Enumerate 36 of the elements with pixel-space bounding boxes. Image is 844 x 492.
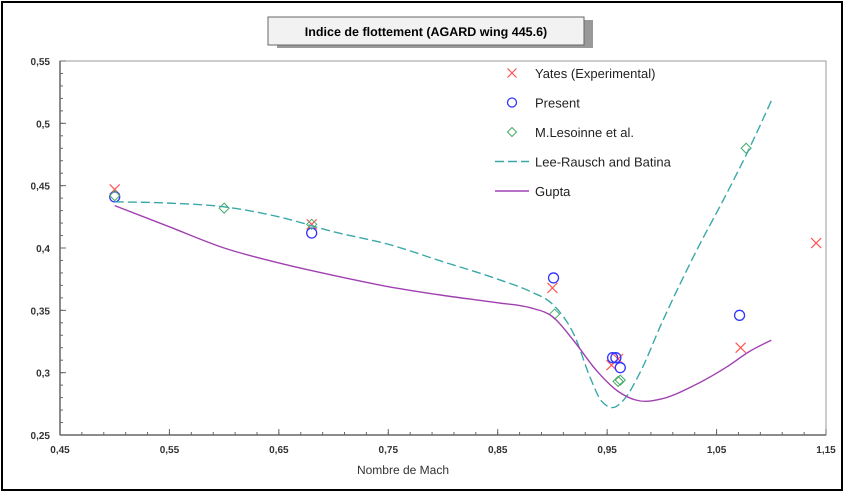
- point: [614, 362, 626, 374]
- point: [810, 237, 822, 249]
- y-tick-label: 0,3: [36, 368, 50, 380]
- point: [549, 308, 560, 320]
- y-tick-label: 0,45: [30, 182, 50, 193]
- x-tick-label: 1,05: [706, 445, 727, 456]
- legend-label: Present: [535, 96, 580, 110]
- y-tick-label: 0,4: [36, 244, 50, 255]
- x-tick-label: 1,15: [816, 445, 836, 456]
- point: [306, 227, 318, 239]
- point: [606, 360, 618, 371]
- y-tick-label: 0,25: [30, 431, 50, 442]
- point: [734, 310, 746, 321]
- point: [548, 272, 560, 284]
- y-tick-label: 0,5: [36, 119, 50, 130]
- x-tick-label: 0,75: [378, 445, 398, 456]
- x-tick-label: 0,55: [160, 445, 180, 456]
- point: [218, 202, 230, 214]
- point: [606, 352, 618, 364]
- chart-title: Indice de flottement (AGARD wing 445.6): [304, 25, 548, 39]
- y-tick-label: 0,55: [30, 57, 50, 68]
- x-axis-title: Nombre de Mach: [356, 463, 450, 477]
- x-tick-label: 0,45: [50, 445, 70, 456]
- x-tick-label: 0,65: [269, 445, 290, 456]
- y-tick-label: 0,35: [30, 306, 50, 318]
- x-tick-label: 0,85: [488, 445, 508, 456]
- legend-label: Yates (Experimental): [535, 66, 656, 81]
- line-series: [114, 204, 772, 402]
- x-tick-label: 0,95: [597, 445, 618, 456]
- legend-label: Lee-Rausch and Batina: [535, 154, 672, 170]
- legend-label: M.Lesoinne et al.: [535, 125, 634, 140]
- legend-label: Gupta: [535, 184, 572, 199]
- point: [740, 142, 752, 154]
- point: [546, 282, 558, 294]
- point: [735, 342, 746, 354]
- point: [109, 184, 120, 196]
